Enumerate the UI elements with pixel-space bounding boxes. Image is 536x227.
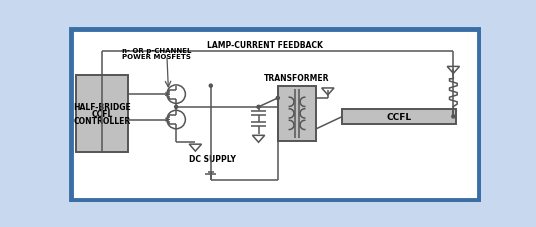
Circle shape [276,97,279,100]
Text: n- OR p-CHANNEL: n- OR p-CHANNEL [122,48,191,54]
Text: CONTROLLER: CONTROLLER [73,116,131,125]
FancyBboxPatch shape [71,30,479,200]
Bar [278,86,316,141]
Text: DC SUPPLY: DC SUPPLY [189,155,236,164]
Bar [76,76,129,152]
Circle shape [257,106,260,109]
Circle shape [167,111,185,129]
Text: HALF-BRIDGE: HALF-BRIDGE [73,102,131,111]
Circle shape [209,85,212,88]
Text: CCFL: CCFL [92,109,113,118]
Text: CCFL: CCFL [387,112,412,121]
Circle shape [452,115,455,118]
Text: TRANSFORMER: TRANSFORMER [264,74,330,82]
Text: LAMP-CURRENT FEEDBACK: LAMP-CURRENT FEEDBACK [207,40,323,49]
Circle shape [167,86,185,104]
Bar [343,109,457,125]
Circle shape [175,106,177,109]
Text: POWER MOSFETS: POWER MOSFETS [122,53,191,59]
